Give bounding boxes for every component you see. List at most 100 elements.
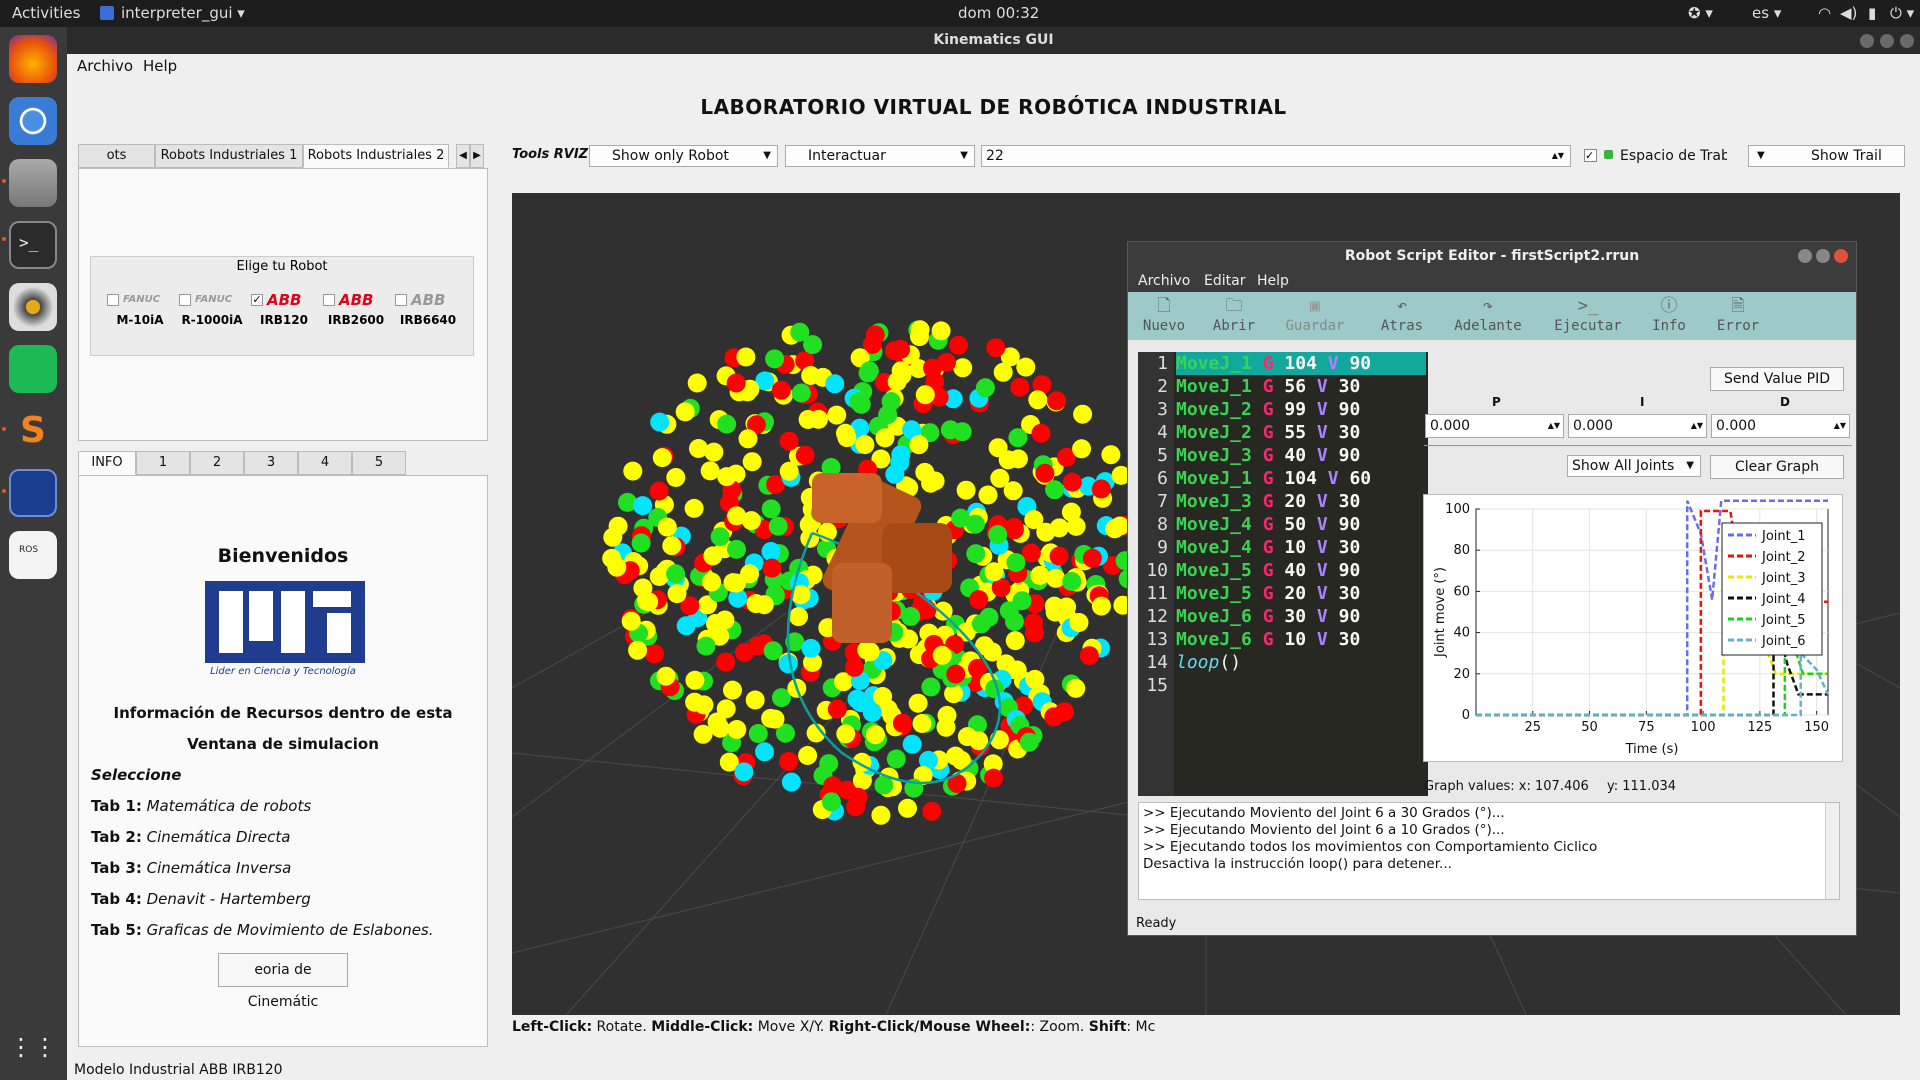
code-line[interactable]: MoveJ_2 G 55 V 30 — [1176, 421, 1426, 444]
code-line[interactable]: MoveJ_1 G 56 V 30 — [1176, 375, 1426, 398]
rhythmbox-icon[interactable] — [9, 283, 57, 331]
menu-archivo[interactable]: Archivo — [77, 57, 134, 75]
tab-info[interactable]: INFO — [78, 451, 136, 475]
value-spinbox[interactable]: 22 ▲▼ — [981, 145, 1571, 167]
workspace-point — [791, 383, 811, 403]
maximize-button[interactable] — [1880, 34, 1894, 48]
code-line[interactable]: MoveJ_5 G 40 V 90 — [1176, 559, 1426, 582]
battery-icon[interactable]: ▮ — [1868, 4, 1877, 22]
robot-option-irb120[interactable]: ✓ ABB IRB120 — [249, 291, 319, 331]
spin-arrows-icon[interactable]: ▲▼ — [1547, 421, 1560, 430]
terminal-icon[interactable]: >_ — [9, 221, 57, 269]
robot-checkbox-checked[interactable]: ✓ — [251, 293, 263, 306]
pid-d-input[interactable]: 0.000 ▲▼ — [1711, 414, 1850, 438]
network-icon[interactable]: ◠ — [1818, 4, 1832, 22]
pid-p-input[interactable]: 0.000 ▲▼ — [1425, 414, 1564, 438]
tool-ejecutar[interactable]: >_ Ejecutar — [1546, 292, 1630, 340]
tab-scroll-left-icon[interactable]: ◀ — [456, 144, 470, 168]
code-command: MoveJ_1 — [1176, 376, 1252, 397]
tab-3[interactable]: 3 — [244, 451, 298, 475]
files-icon[interactable] — [9, 159, 57, 207]
code-line[interactable]: MoveJ_4 G 10 V 30 — [1176, 536, 1426, 559]
code-line[interactable]: MoveJ_6 G 10 V 30 — [1176, 628, 1426, 651]
spin-arrows-icon[interactable]: ▲▼ — [1551, 151, 1564, 160]
interaction-mode-combo[interactable]: Interactuar ▼ — [785, 145, 975, 167]
editor-menu-help[interactable]: Help — [1257, 273, 1289, 289]
robot-option-irb6640[interactable]: ABB IRB6640 — [393, 291, 463, 331]
language-menu[interactable]: es ▾ — [1752, 4, 1782, 22]
code-line[interactable]: MoveJ_4 G 50 V 90 — [1176, 513, 1426, 536]
tool-error[interactable]: 🗎 Error — [1710, 292, 1766, 340]
robot-option-m10ia[interactable]: FANUC M-10iA — [105, 291, 175, 331]
chromium-icon[interactable] — [9, 97, 57, 145]
code-line[interactable]: MoveJ_3 G 40 V 90 — [1176, 444, 1426, 467]
teoria-cinematica-button[interactable]: eoria de Cinemátic — [218, 953, 348, 1010]
app-menu[interactable]: interpreter_gui ▾ — [121, 4, 245, 22]
tool-nuevo[interactable]: 🗋 Nuevo — [1136, 292, 1192, 340]
robot-checkbox[interactable] — [179, 294, 191, 306]
ros-icon[interactable]: ROS — [9, 531, 57, 579]
volume-icon[interactable]: ◀) — [1840, 4, 1858, 22]
tab-robots-industriales-1[interactable]: Robots Industriales 1 — [155, 144, 303, 168]
close-button[interactable] — [1900, 34, 1914, 48]
code-line[interactable]: MoveJ_1 G 104 V 60 — [1176, 467, 1426, 490]
spotify-icon[interactable] — [9, 345, 57, 393]
joint-graph[interactable]: 25 50 75 100 125 150 0 20 40 60 80 100 Time (s) Joint… — [1423, 494, 1843, 762]
view-mode-combo[interactable]: Show only Robot ▼ — [589, 145, 778, 167]
editor-title: Robot Script Editor - firstScript2.rrun — [1344, 248, 1640, 264]
code-line[interactable]: loop() — [1176, 651, 1426, 674]
show-trail-combo[interactable]: ▼ Show Trail — [1748, 145, 1905, 167]
activities-button[interactable]: Activities — [12, 4, 81, 22]
tab-1[interactable]: 1 — [136, 451, 190, 475]
code-speed: 90 — [1338, 606, 1361, 627]
show-apps-icon[interactable]: ⋮⋮⋮ — [9, 1033, 81, 1061]
robot-option-r1000ia[interactable]: FANUC R-1000iA — [177, 291, 247, 331]
x-tick-label: 125 — [1747, 720, 1772, 735]
tab-desc-label: Tab 5: — [91, 921, 142, 939]
minimize-button[interactable] — [1860, 34, 1874, 48]
send-value-pid-button[interactable]: Send Value PID — [1710, 367, 1844, 391]
tool-abrir[interactable]: 🗀 Abrir — [1206, 292, 1262, 340]
pid-i-input[interactable]: 0.000 ▲▼ — [1568, 414, 1707, 438]
spin-arrows-icon[interactable]: ▲▼ — [1690, 421, 1703, 430]
robot-checkbox[interactable] — [107, 294, 119, 306]
tab-5[interactable]: 5 — [352, 451, 406, 475]
tool-guardar[interactable]: ▣ Guardar — [1280, 292, 1350, 340]
console-scrollbar[interactable] — [1825, 803, 1839, 899]
tab-4[interactable]: 4 — [298, 451, 352, 475]
code-line[interactable]: MoveJ_6 G 30 V 90 — [1176, 605, 1426, 628]
robot-option-irb2600[interactable]: ABB IRB2600 — [321, 291, 391, 331]
tab-2[interactable]: 2 — [190, 451, 244, 475]
tool-adelante[interactable]: ↷ Adelante — [1446, 292, 1530, 340]
power-icon[interactable]: ⏻ ▾ — [1890, 4, 1915, 22]
tool-info[interactable]: ⓘ Info — [1644, 292, 1694, 340]
editor-minimize-button[interactable] — [1798, 249, 1812, 263]
code-line[interactable]: MoveJ_5 G 20 V 30 — [1176, 582, 1426, 605]
robot-checkbox[interactable] — [323, 294, 335, 306]
menu-help[interactable]: Help — [143, 57, 178, 75]
editor-close-button[interactable] — [1834, 249, 1848, 263]
tab-scroll-right-icon[interactable]: ▶ — [470, 144, 484, 168]
sublime-text-icon[interactable]: S — [9, 407, 57, 455]
code-lines[interactable]: MoveJ_1 G 104 V 90 MoveJ_1 G 56 V 30 MoveJ… — [1176, 352, 1426, 674]
editor-menu-editar[interactable]: Editar — [1204, 273, 1246, 289]
tab-robots-clasicos[interactable]: ots Clasicos — [78, 144, 155, 185]
joints-combo[interactable]: Show All Joints ▼ — [1567, 455, 1701, 477]
robot-checkbox[interactable] — [395, 294, 407, 306]
code-line[interactable]: MoveJ_3 G 20 V 30 — [1176, 490, 1426, 513]
code-line[interactable]: MoveJ_1 G 104 V 90 — [1176, 352, 1426, 375]
tool-atras[interactable]: ↶ Atras — [1372, 292, 1432, 340]
clock[interactable]: dom 00:32 — [958, 4, 1040, 22]
robot-link-2 — [812, 473, 882, 523]
code-editor[interactable]: 1 2 3 4 5 6 7 8 9 10 11 12 13 14 15 MoveJ_1 G 104 V 90… — [1138, 352, 1428, 796]
clear-graph-button[interactable]: Clear Graph — [1710, 455, 1844, 479]
editor-menu-archivo[interactable]: Archivo — [1138, 273, 1191, 289]
code-line[interactable]: MoveJ_2 G 99 V 90 — [1176, 398, 1426, 421]
uni-script-icon[interactable] — [9, 469, 57, 517]
accessibility-icon[interactable]: ✪ ▾ — [1688, 4, 1713, 22]
spin-arrows-icon[interactable]: ▲▼ — [1833, 421, 1846, 430]
editor-maximize-button[interactable] — [1816, 249, 1830, 263]
firefox-icon[interactable] — [9, 35, 57, 83]
tab-robots-industriales-2[interactable]: Robots Industriales 2 — [303, 144, 449, 168]
workspace-checkbox[interactable]: ✓ — [1584, 149, 1597, 162]
